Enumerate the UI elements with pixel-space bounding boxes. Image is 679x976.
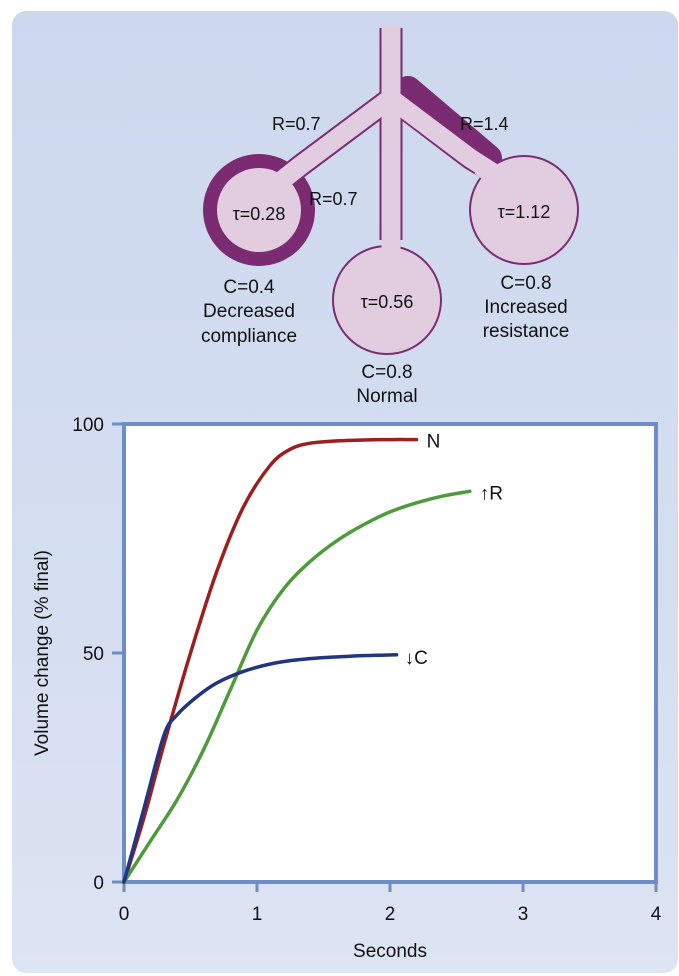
y-tick-label: 0: [93, 873, 104, 894]
series-label-0: N: [427, 432, 441, 453]
plot-area: [122, 422, 658, 884]
airway-diagram: R=0.7 R=1.4 R=0.7 τ=0.28 τ=0.56 τ=1.12 C…: [201, 26, 579, 407]
airway-wall-right: [394, 76, 502, 172]
series-line-2: [122, 653, 399, 884]
tube-necks: [255, 158, 506, 262]
middle-desc: Normal: [356, 386, 417, 407]
tau-left-label: τ=0.28: [233, 204, 286, 224]
x-tick-label: 3: [518, 904, 529, 925]
tau-middle-label: τ=0.56: [361, 292, 414, 312]
series-label-2: ↓C: [405, 648, 428, 669]
series-lines: [122, 437, 472, 884]
x-tick-label: 2: [385, 904, 396, 925]
y-tick-label: 50: [83, 644, 104, 665]
resistance-middle-label: R=0.7: [309, 189, 358, 209]
x-axis-label: Seconds: [353, 941, 427, 962]
y-axis-label: Volume change (% final): [32, 550, 53, 756]
series-line-1: [122, 489, 472, 884]
x-tick-label: 0: [119, 904, 130, 925]
middle-compliance-label: C=0.8: [361, 362, 412, 383]
right-desc-line2: resistance: [483, 321, 570, 342]
x-tick-label: 1: [252, 904, 263, 925]
resistance-right-label: R=1.4: [460, 114, 509, 134]
series-label-1: ↑R: [480, 483, 503, 504]
series-line-0: [122, 437, 419, 884]
chart: 0 1 2 3 4 0 50 100 N ↑R ↓C Seconds Volume change …: [32, 415, 662, 962]
axis-ticks: 0 1 2 3 4 0 50 100: [72, 415, 661, 925]
resistance-left-label: R=0.7: [272, 114, 321, 134]
right-compliance-label: C=0.8: [500, 273, 551, 294]
y-tick-label: 100: [72, 415, 104, 436]
series-labels: N ↑R ↓C: [405, 432, 503, 669]
x-tick-label: 4: [651, 904, 662, 925]
left-desc-line2: compliance: [201, 326, 297, 347]
alveolus-middle: [334, 247, 440, 353]
right-desc-line1: Increased: [484, 297, 567, 318]
left-compliance-label: C=0.4: [223, 277, 275, 298]
tau-right-label: τ=1.12: [498, 202, 551, 222]
left-desc-line1: Decreased: [203, 301, 295, 322]
